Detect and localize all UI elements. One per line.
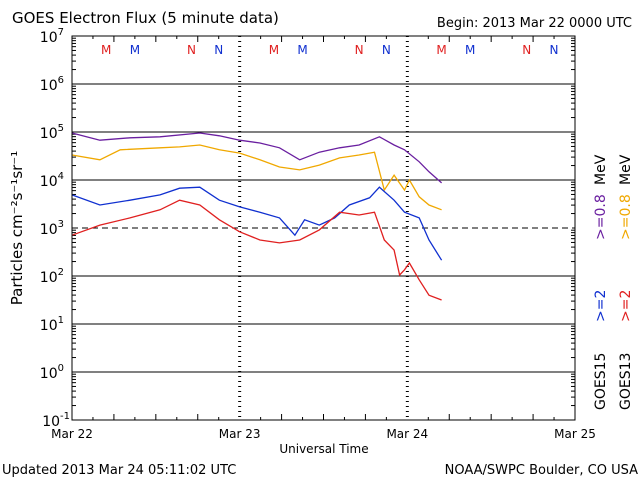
svg-text:GOES15: GOES15 — [593, 353, 609, 410]
chart-title: GOES Electron Flux (5 minute data) — [12, 9, 279, 27]
begin-label: Begin: 2013 Mar 22 0000 UTC — [437, 16, 632, 31]
svg-text:>=2: >=2 — [593, 290, 609, 322]
y-tick-labels: 107 106 105 104 103 102 101 100 10-1 — [40, 27, 70, 430]
x-tick-labels: Mar 22 Mar 23 Mar 24 Mar 25 — [51, 427, 596, 441]
legend-goes13: GOES13 >=2 >=0.8 MeV — [618, 154, 634, 410]
y-tick-label: 100 — [40, 363, 64, 382]
y-tick-label: 106 — [40, 75, 64, 94]
marker-N: N — [187, 43, 196, 57]
marker-N: N — [550, 43, 559, 57]
legend-goes15: GOES15 >=2 >=0.8 MeV — [593, 154, 609, 410]
marker-N: N — [355, 43, 364, 57]
marker-M: M — [297, 43, 307, 57]
legend-goes15-e2: >=2 — [593, 290, 609, 322]
series-line-2 — [71, 186, 443, 261]
svg-text:MeV: MeV — [618, 154, 634, 185]
series-line-1 — [71, 144, 442, 211]
marker-M: M — [465, 43, 475, 57]
svg-text:>=0.8: >=0.8 — [593, 194, 609, 240]
x-tick-label: Mar 23 — [219, 427, 261, 441]
y-tick-label: 101 — [40, 315, 64, 334]
series-group — [71, 132, 443, 301]
credit: NOAA/SWPC Boulder, CO USA — [445, 463, 638, 478]
legend-goes15-unit: MeV — [593, 154, 609, 185]
marker-N: N — [382, 43, 391, 57]
y-tick-label: 103 — [40, 219, 64, 238]
legend-goes15-sat: GOES15 — [593, 353, 609, 410]
legend-goes15-e08: >=0.8 — [593, 194, 609, 240]
grid — [72, 36, 575, 420]
svg-text:>=0.8: >=0.8 — [618, 194, 634, 240]
marker-M: M — [101, 43, 111, 57]
svg-text:MeV: MeV — [593, 154, 609, 185]
x-tick-label: Mar 22 — [51, 427, 93, 441]
legend-goes13-sat: GOES13 — [618, 353, 634, 410]
marker-M: M — [130, 43, 140, 57]
y-axis-label: Particles cm⁻²s⁻¹sr⁻¹ — [8, 151, 26, 305]
series-line-0 — [71, 132, 443, 184]
x-axis-label: Universal Time — [279, 442, 368, 456]
updated-timestamp: Updated 2013 Mar 24 05:11:02 UTC — [2, 463, 236, 478]
legend-goes13-unit: MeV — [618, 154, 634, 185]
y-tick-label: 105 — [40, 123, 64, 142]
marker-M: M — [436, 43, 446, 57]
y-tick-label: 10-1 — [42, 411, 70, 430]
legend-goes13-e08: >=0.8 — [618, 194, 634, 240]
x-tick-label: Mar 25 — [554, 427, 596, 441]
marker-M: M — [269, 43, 279, 57]
svg-text:GOES13: GOES13 — [618, 353, 634, 410]
marker-N: N — [214, 43, 223, 57]
legend-goes13-e2: >=2 — [618, 290, 634, 322]
svg-text:>=2: >=2 — [618, 290, 634, 322]
y-tick-label: 104 — [40, 171, 64, 190]
marker-N: N — [522, 43, 531, 57]
y-tick-label: 102 — [40, 267, 64, 286]
y-tick-label: 107 — [40, 27, 64, 46]
series-line-3 — [71, 199, 442, 301]
plot-frame — [71, 35, 576, 421]
x-tick-label: Mar 24 — [386, 427, 428, 441]
